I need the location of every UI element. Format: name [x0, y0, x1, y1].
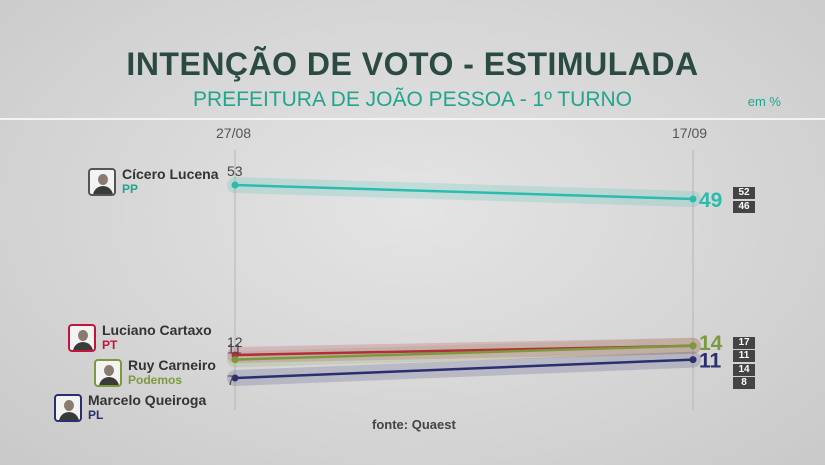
avatar: [88, 168, 116, 196]
avatar: [54, 394, 82, 422]
point-end-2: [689, 342, 697, 350]
data-label-end-3: 11: [699, 350, 722, 373]
series-line-3: [234, 358, 694, 380]
point-start-2: [231, 356, 239, 364]
data-label-start-2: 11: [227, 341, 242, 357]
candidate-name: Cícero Lucena: [122, 166, 219, 182]
data-label-end-0: 49: [699, 189, 722, 212]
candidate-ruy: Ruy Carneiro Podemos: [94, 357, 216, 387]
data-label-start-3: 7: [227, 372, 235, 388]
x-tick-start: 27/08: [216, 125, 252, 141]
interval-low-cicero: 46: [733, 201, 755, 213]
avatar: [94, 359, 122, 387]
data-label-start-0: 53: [227, 163, 243, 179]
candidate-name: Marcelo Queiroga: [88, 392, 207, 408]
point-start-3: [231, 374, 239, 382]
chart-title: INTENÇÃO DE VOTO - ESTIMULADA: [126, 46, 699, 82]
data-label-start-1: 12: [227, 334, 243, 350]
candidate-cicero: Cícero Lucena PP: [88, 166, 218, 196]
candidate-marcelo: Marcelo Queiroga PL: [54, 392, 206, 422]
series-line-0: [234, 183, 694, 201]
interval-low-marcelo: 8: [733, 377, 755, 389]
point-end-0: [689, 195, 697, 203]
candidate-party: PP: [122, 182, 139, 196]
x-tick-end: 17/09: [672, 125, 708, 141]
point-start-0: [231, 181, 239, 189]
chart-subtitle: PREFEITURA DE JOÃO PESSOA - 1º TURNO: [192, 88, 633, 111]
unit-label: em %: [747, 94, 781, 109]
avatar: [68, 324, 96, 352]
data-label-end-1: 14: [699, 332, 723, 355]
interval-high-luciano: 17: [733, 337, 755, 349]
interval-low-luciano: 11: [733, 350, 755, 362]
source-note: fonte: Quaest: [372, 417, 456, 432]
candidate-party: PT: [102, 338, 118, 352]
candidate-name: Ruy Carneiro: [128, 357, 216, 373]
candidate-party: Podemos: [128, 373, 183, 387]
candidate-luciano: Luciano Cartaxo PT: [68, 322, 212, 352]
candidate-party: PL: [88, 408, 104, 422]
interval-high-cicero: 52: [733, 187, 755, 199]
candidate-name: Luciano Cartaxo: [102, 322, 212, 338]
series-line-2: [234, 344, 694, 361]
interval-high-marcelo: 14: [733, 364, 755, 376]
point-end-3: [689, 356, 697, 364]
divider-line: [0, 118, 825, 120]
